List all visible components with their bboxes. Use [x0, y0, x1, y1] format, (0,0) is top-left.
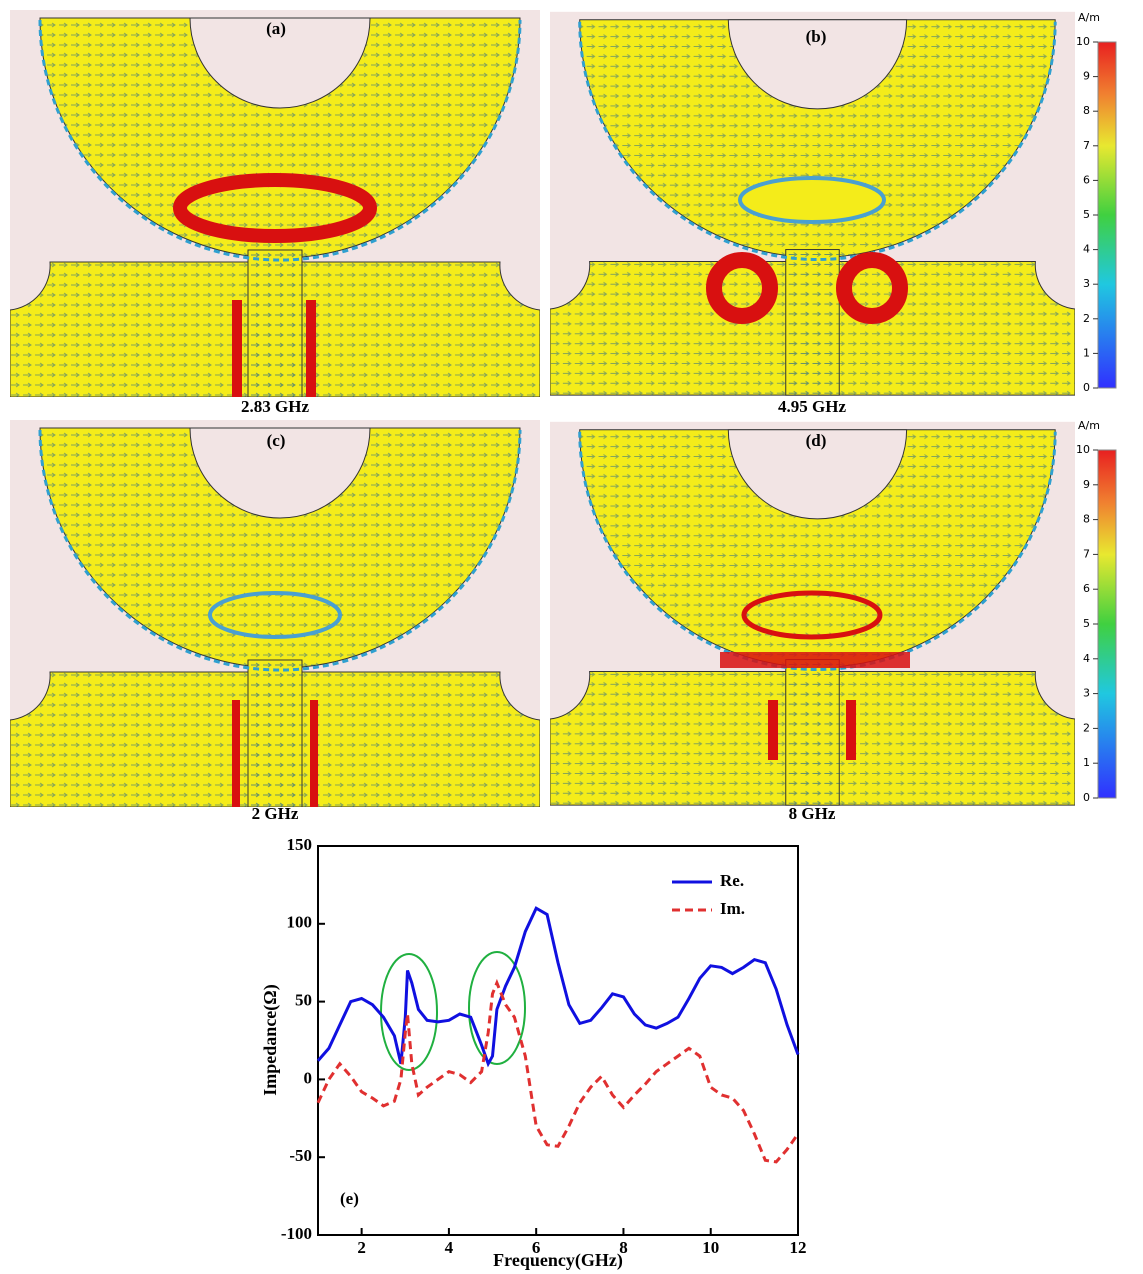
colorbar: [1097, 41, 1117, 389]
panel-d: (d) 8 GHz: [550, 420, 1075, 823]
colorbar: [1097, 449, 1117, 799]
y-tick-label: -100: [281, 1224, 312, 1243]
colorbar-tick-label: 1: [1083, 346, 1090, 359]
colorbar-tick-label: 9: [1083, 478, 1090, 491]
series-line: [316, 906, 800, 1068]
colorbars: A/m 0 1 2 3 4 5 6 7 8 9 10 A/m 0 1 2 3 4 5 6 7 8 9 10: [1076, 11, 1117, 804]
colorbar-tick-label: 4: [1083, 652, 1090, 665]
colorbar-tick-label: 6: [1083, 173, 1090, 186]
colorbar-tick-label: 6: [1083, 582, 1090, 595]
colorbar-unit: A/m: [1078, 11, 1100, 24]
annotation-ellipse: [380, 953, 438, 1071]
panel-caption: 2 GHz: [252, 804, 299, 823]
panel-caption: 2.83 GHz: [241, 397, 309, 416]
x-tick-label: 2: [357, 1238, 366, 1257]
y-tick-label: 50: [295, 991, 312, 1010]
panel-label: (a): [266, 19, 286, 38]
panel-a: (a) 2.83 GHz: [10, 10, 540, 416]
legend-label: Re.: [720, 871, 744, 890]
panel-label: (e): [340, 1189, 359, 1208]
colorbar-tick-label: 2: [1083, 721, 1090, 734]
colorbar-tick-label: 8: [1083, 104, 1090, 117]
colorbar-tick-label: 5: [1083, 208, 1090, 221]
annotation-ellipse: [468, 951, 526, 1065]
panel-label: (d): [806, 431, 827, 450]
panel-b: (b) 4.95 GHz: [550, 10, 1075, 416]
line-chart: Frequency(GHz) Impedance(Ω) (e) -100 -50 0…: [260, 835, 806, 1271]
colorbar-tick-label: 7: [1083, 139, 1090, 152]
panel-label: (c): [267, 431, 286, 450]
colorbar-tick-label: 4: [1083, 243, 1090, 256]
colorbar-tick-label: 3: [1083, 277, 1090, 290]
y-tick-label: -50: [289, 1146, 312, 1165]
colorbar-tick-label: 5: [1083, 617, 1090, 630]
x-tick-label: 10: [702, 1238, 719, 1257]
colorbar-tick-label: 10: [1076, 35, 1090, 48]
colorbar-tick-label: 2: [1083, 312, 1090, 325]
x-tick-label: 6: [532, 1238, 541, 1257]
colorbar-unit: A/m: [1078, 419, 1100, 432]
y-tick-label: 0: [304, 1068, 313, 1087]
colorbar-tick-label: 10: [1076, 443, 1090, 456]
colorbar-tick-label: 1: [1083, 756, 1090, 769]
colorbar-tick-label: 7: [1083, 547, 1090, 560]
panel-caption: 8 GHz: [789, 804, 836, 823]
y-tick-label: 150: [287, 835, 313, 854]
colorbar-tick-label: 3: [1083, 687, 1090, 700]
y-tick-label: 100: [287, 913, 313, 932]
x-tick-label: 4: [445, 1238, 454, 1257]
colorbar-tick-label: 0: [1083, 791, 1090, 804]
colorbar-tick-label: 9: [1083, 70, 1090, 83]
plot-frame: [317, 845, 799, 1236]
panel-caption: 4.95 GHz: [778, 397, 846, 416]
x-axis-label: Frequency(GHz): [493, 1250, 623, 1271]
panel-c: (c) 2 GHz: [10, 420, 540, 823]
panel-label: (b): [806, 27, 827, 46]
x-tick-label: 8: [619, 1238, 628, 1257]
colorbar-tick-label: 8: [1083, 513, 1090, 526]
colorbar-tick-label: 0: [1083, 381, 1090, 394]
series-line: [316, 978, 800, 1164]
x-tick-label: 12: [790, 1238, 807, 1257]
y-axis-label: Impedance(Ω): [260, 984, 281, 1095]
legend-label: Im.: [720, 899, 745, 918]
